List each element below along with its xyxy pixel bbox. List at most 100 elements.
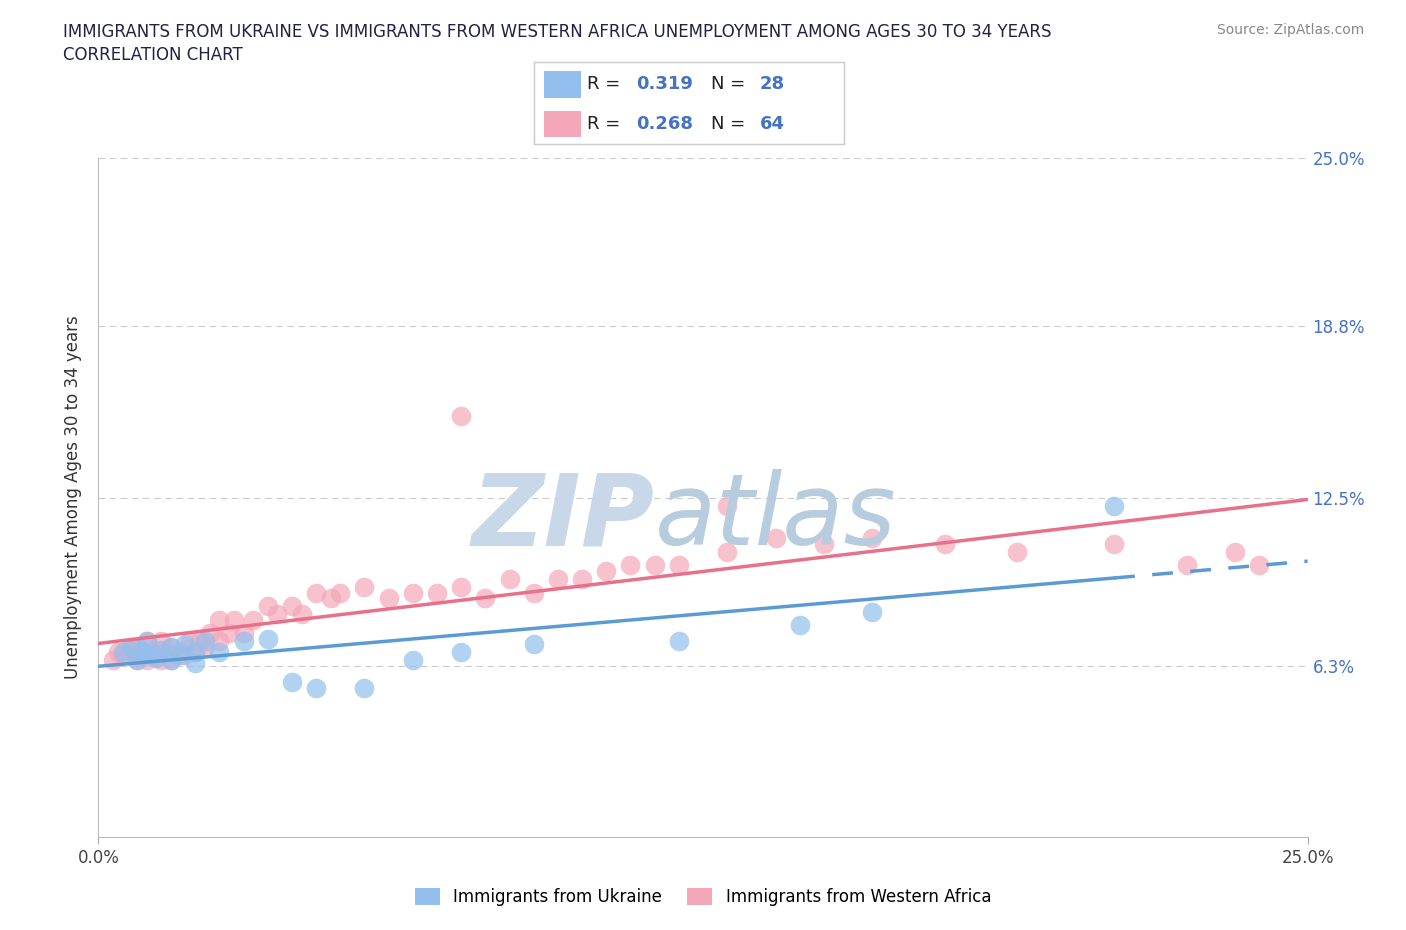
Point xyxy=(450,408,472,423)
Point xyxy=(547,572,569,587)
Point xyxy=(498,572,520,587)
Text: IMMIGRANTS FROM UKRAINE VS IMMIGRANTS FROM WESTERN AFRICA UNEMPLOYMENT AMONG AGE: IMMIGRANTS FROM UKRAINE VS IMMIGRANTS FR… xyxy=(63,23,1052,41)
Point xyxy=(860,531,883,546)
Point xyxy=(1102,537,1125,551)
Point xyxy=(194,640,217,655)
Point xyxy=(813,537,835,551)
Point xyxy=(208,634,231,649)
Point xyxy=(1223,544,1246,559)
Point xyxy=(160,653,183,668)
Point xyxy=(194,634,217,649)
Y-axis label: Unemployment Among Ages 30 to 34 years: Unemployment Among Ages 30 to 34 years xyxy=(65,315,83,680)
Point xyxy=(305,680,328,695)
Point xyxy=(145,650,167,665)
Point xyxy=(668,558,690,573)
Point xyxy=(111,647,134,662)
Point xyxy=(135,653,157,668)
Point xyxy=(668,634,690,649)
Text: 0.268: 0.268 xyxy=(637,114,693,133)
Point xyxy=(571,572,593,587)
Point xyxy=(150,643,173,658)
Point xyxy=(127,653,149,668)
Point xyxy=(353,680,375,695)
Text: 64: 64 xyxy=(761,114,785,133)
Point xyxy=(281,599,304,614)
Point xyxy=(184,644,207,659)
Point xyxy=(353,579,375,594)
Point xyxy=(377,591,399,605)
Point xyxy=(242,612,264,627)
Point xyxy=(789,618,811,632)
Point xyxy=(127,653,149,668)
Point xyxy=(169,647,191,662)
Point xyxy=(174,637,197,652)
Text: Source: ZipAtlas.com: Source: ZipAtlas.com xyxy=(1216,23,1364,37)
Point xyxy=(135,647,157,662)
Point xyxy=(1102,498,1125,513)
Point xyxy=(402,585,425,600)
Point xyxy=(188,634,211,649)
Point xyxy=(402,653,425,668)
Point xyxy=(765,531,787,546)
Point xyxy=(179,634,201,649)
Point xyxy=(101,653,124,668)
Point xyxy=(523,585,546,600)
Text: R =: R = xyxy=(586,114,626,133)
Point xyxy=(716,498,738,513)
Point xyxy=(860,604,883,619)
Point xyxy=(222,612,245,627)
Legend: Immigrants from Ukraine, Immigrants from Western Africa: Immigrants from Ukraine, Immigrants from… xyxy=(408,881,998,912)
Point xyxy=(256,631,278,646)
Text: ZIP: ZIP xyxy=(471,470,655,566)
Text: R =: R = xyxy=(586,75,626,93)
Point xyxy=(121,644,143,659)
Point xyxy=(184,644,207,659)
Point xyxy=(150,653,173,668)
Point xyxy=(218,626,240,641)
Point xyxy=(208,644,231,659)
Point xyxy=(141,644,163,659)
Text: N =: N = xyxy=(710,75,751,93)
Point xyxy=(266,607,288,622)
Point xyxy=(208,612,231,627)
Point xyxy=(131,644,153,659)
Point xyxy=(155,644,177,659)
Text: 28: 28 xyxy=(761,75,785,93)
Point xyxy=(150,634,173,649)
Point xyxy=(111,644,134,659)
Point xyxy=(232,626,254,641)
Point xyxy=(619,558,641,573)
Point xyxy=(523,637,546,652)
Point xyxy=(934,537,956,551)
Point xyxy=(1249,558,1271,573)
Point xyxy=(232,634,254,649)
FancyBboxPatch shape xyxy=(544,111,581,137)
Point xyxy=(716,544,738,559)
Point xyxy=(644,558,666,573)
Text: CORRELATION CHART: CORRELATION CHART xyxy=(63,46,243,64)
Point xyxy=(595,564,617,578)
Point xyxy=(305,585,328,600)
Point xyxy=(184,656,207,671)
Point xyxy=(198,626,221,641)
Text: N =: N = xyxy=(710,114,751,133)
Point xyxy=(135,634,157,649)
Point xyxy=(160,640,183,655)
Point xyxy=(165,647,187,662)
Point xyxy=(145,647,167,662)
Text: atlas: atlas xyxy=(655,470,896,566)
Point xyxy=(160,653,183,668)
FancyBboxPatch shape xyxy=(544,72,581,98)
Point xyxy=(121,640,143,655)
Point xyxy=(127,640,149,655)
Point xyxy=(426,585,449,600)
Point xyxy=(117,643,139,658)
Point xyxy=(174,647,197,662)
Point xyxy=(1007,544,1029,559)
Point xyxy=(290,607,312,622)
Point xyxy=(474,591,496,605)
Point xyxy=(169,644,191,659)
Point xyxy=(160,640,183,655)
Point xyxy=(319,591,342,605)
Point xyxy=(1175,558,1198,573)
